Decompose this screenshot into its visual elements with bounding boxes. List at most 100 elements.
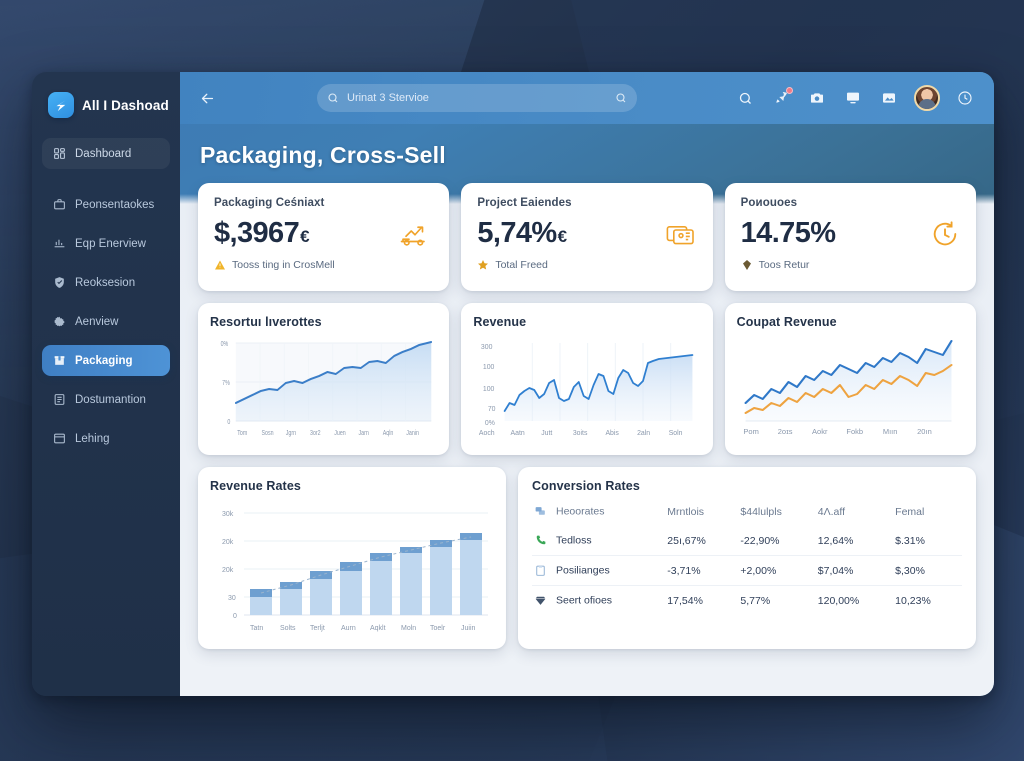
x-tick: Abis <box>606 430 620 437</box>
sidebar-item-eqp-enerview[interactable]: Eqp Enerview <box>42 228 170 259</box>
table-cell-name: Seert ofioes <box>532 586 665 616</box>
x-tick: Jgrn <box>286 429 297 437</box>
table-cell-label: Tedloss <box>556 534 592 547</box>
table-cell-value: 17,54% <box>667 594 703 607</box>
kpi-footer: Toos Retur <box>741 259 960 271</box>
y-tick: 20k <box>222 567 234 574</box>
kpi-value: $,3967€ <box>214 217 310 250</box>
table-cell-value: $7,04% <box>817 564 854 577</box>
sidebar-item-lehing[interactable]: Lehing <box>42 423 170 454</box>
sidebar-item-label: Eqp Enerview <box>75 237 146 250</box>
brand-title: All I Dashoad <box>82 97 169 113</box>
chart-canvas: 0% 7% 0 Tom Sosn Jgrn 3or2 Juen Jarn Aql… <box>210 333 437 445</box>
sidebar-item-dashboard[interactable]: Dashboard <box>42 138 170 169</box>
sidebar-item-dostumantion[interactable]: Dostumantion <box>42 384 170 415</box>
kpi-footer-label: Toos Retur <box>758 259 810 271</box>
table-row[interactable]: Posilianges -3,71% +2,00% $7,04% $,30% <box>532 555 962 586</box>
chart-row: Resortuı lıverottes <box>198 303 976 455</box>
area-chart-svg: 0% 7% 0 Tom Sosn Jgrn 3or2 Juen Jarn Aql… <box>221 340 433 437</box>
sidebar-item-label: Reoksesion <box>75 276 136 289</box>
kpi-mid: 5,74%€ <box>477 217 696 250</box>
y-tick: 0% <box>221 340 229 348</box>
sidebar-item-peonsentaokes[interactable]: Peonsentaokes <box>42 189 170 220</box>
sidebar-item-label: Peonsentaokes <box>75 198 155 211</box>
sidebar-item-label: Dashboard <box>75 147 132 160</box>
back-arrow-icon[interactable] <box>194 85 220 111</box>
y-tick: 30k <box>222 511 234 518</box>
x-tick: Soln <box>669 430 683 437</box>
chart-canvas: Pom 2oɪs Aokr Fokb Mıın 20ın <box>737 333 964 445</box>
y-tick: 0 <box>233 613 237 620</box>
kpi-value-unit: € <box>300 227 309 246</box>
conversion-rates-table: Conversion Rates Heoorates <box>518 467 976 649</box>
table-cell-label: Seert ofioes <box>556 594 613 607</box>
kpi-value: 14.75% <box>741 217 837 250</box>
kpi-label: Poиouoes <box>740 197 798 209</box>
kpi-footer: Total Freed <box>477 259 696 271</box>
table-header-cell: Mrntlois <box>667 505 705 518</box>
sidebar-item-reoksesion[interactable]: Reoksesion <box>42 267 170 298</box>
monitor-icon[interactable] <box>842 87 864 109</box>
search-input-value: Urinat 3 Stervioe <box>347 92 429 104</box>
kpi-label: Project Eaiendes <box>477 197 572 209</box>
kpi-mid: $,3967€ <box>214 217 433 250</box>
bottom-row: Revenue Rates <box>198 467 976 649</box>
x-tick: Janin <box>406 429 419 437</box>
refresh-circle-icon <box>930 219 960 249</box>
cards-stack-icon <box>665 221 697 247</box>
table-cell-value: -3,71% <box>667 564 701 577</box>
kpi-footer-label: Tooss ting in CrosMell <box>232 259 335 271</box>
card-title: Revenue <box>473 315 527 329</box>
settings-gear-icon <box>52 315 66 329</box>
area-chart-svg: 300 100 100 70 0% Aoch Aatn Jutt 3oits A… <box>479 343 694 437</box>
trend-up-car-icon <box>397 221 433 247</box>
kpi-value-number: 5,74% <box>477 217 557 249</box>
rocket-icon[interactable] <box>770 87 793 109</box>
search-submit-icon[interactable] <box>615 92 627 104</box>
x-tick: Aoch <box>479 430 495 437</box>
search-input[interactable]: Urinat 3 Stervioe <box>317 84 637 112</box>
sidebar-item-label: Dostumantion <box>75 393 146 406</box>
y-tick: 20k <box>222 539 234 546</box>
x-tick: Aatn <box>511 430 525 437</box>
kpi-card-poiouoes: Poиouoes 14.75% <box>724 183 976 291</box>
recurring-revenue-chart: Resortuı lıverottes <box>198 303 450 455</box>
briefcase-icon <box>52 198 66 212</box>
y-tick: 0% <box>485 420 495 427</box>
gem-icon <box>534 594 549 607</box>
kpi-value-number: $,3967 <box>214 217 300 249</box>
clock-icon[interactable] <box>954 87 976 109</box>
revenue-rates-chart: Revenue Rates <box>198 467 506 649</box>
table-header-cell: 4Λ.aff <box>817 505 846 518</box>
table-row[interactable]: Seert ofioes 17,54% 5,77% 120,00% 10,23% <box>532 585 962 616</box>
main-area: Urinat 3 Stervioe <box>180 72 994 696</box>
x-tick: 2oɪs <box>777 427 792 436</box>
sidebar: All I Dashoad Dashboard Peonsentaokes <box>32 72 180 696</box>
table-cell-value: 5,77% <box>740 594 771 607</box>
image-icon[interactable] <box>878 87 900 109</box>
x-tick: 3or2 <box>310 429 321 437</box>
app-logo-icon <box>48 92 74 118</box>
x-tick: Tom <box>237 429 247 437</box>
star-icon <box>477 259 489 271</box>
table-row[interactable]: Tedloss 25ı,67% -22,90% 12,64% $.31% <box>532 526 962 556</box>
topbar: Urinat 3 Stervioe <box>180 72 994 124</box>
kpi-card-packaging: Packaging Ceśniaxt $,3967€ <box>198 183 450 291</box>
card-title: Conversion Rates <box>532 479 640 493</box>
kpi-footer: Tooss ting in CrosMell <box>214 259 433 271</box>
search-icon[interactable] <box>734 87 756 109</box>
sidebar-item-aenview[interactable]: Aenview <box>42 306 170 337</box>
bar-chart-svg: 30k 20k 20k 30 0 Tatn Solts Terljt Aurn … <box>222 511 488 632</box>
x-tick: Jutt <box>542 430 553 437</box>
table-cell-label: Posilianges <box>556 564 610 577</box>
x-tick: Aqln <box>383 429 394 437</box>
sidebar-item-label: Packaging <box>75 354 133 367</box>
x-tick: 2aln <box>637 430 650 437</box>
conversion-table: Heoorates Mrntlois $44lulpls 4Λ.aff Fema… <box>532 497 962 615</box>
x-tick: Fokb <box>846 427 863 436</box>
window-icon <box>52 432 66 446</box>
avatar[interactable] <box>914 85 940 111</box>
camera-icon[interactable] <box>806 87 828 109</box>
clipboard-icon <box>534 564 549 577</box>
sidebar-item-packaging[interactable]: Packaging <box>42 345 170 376</box>
